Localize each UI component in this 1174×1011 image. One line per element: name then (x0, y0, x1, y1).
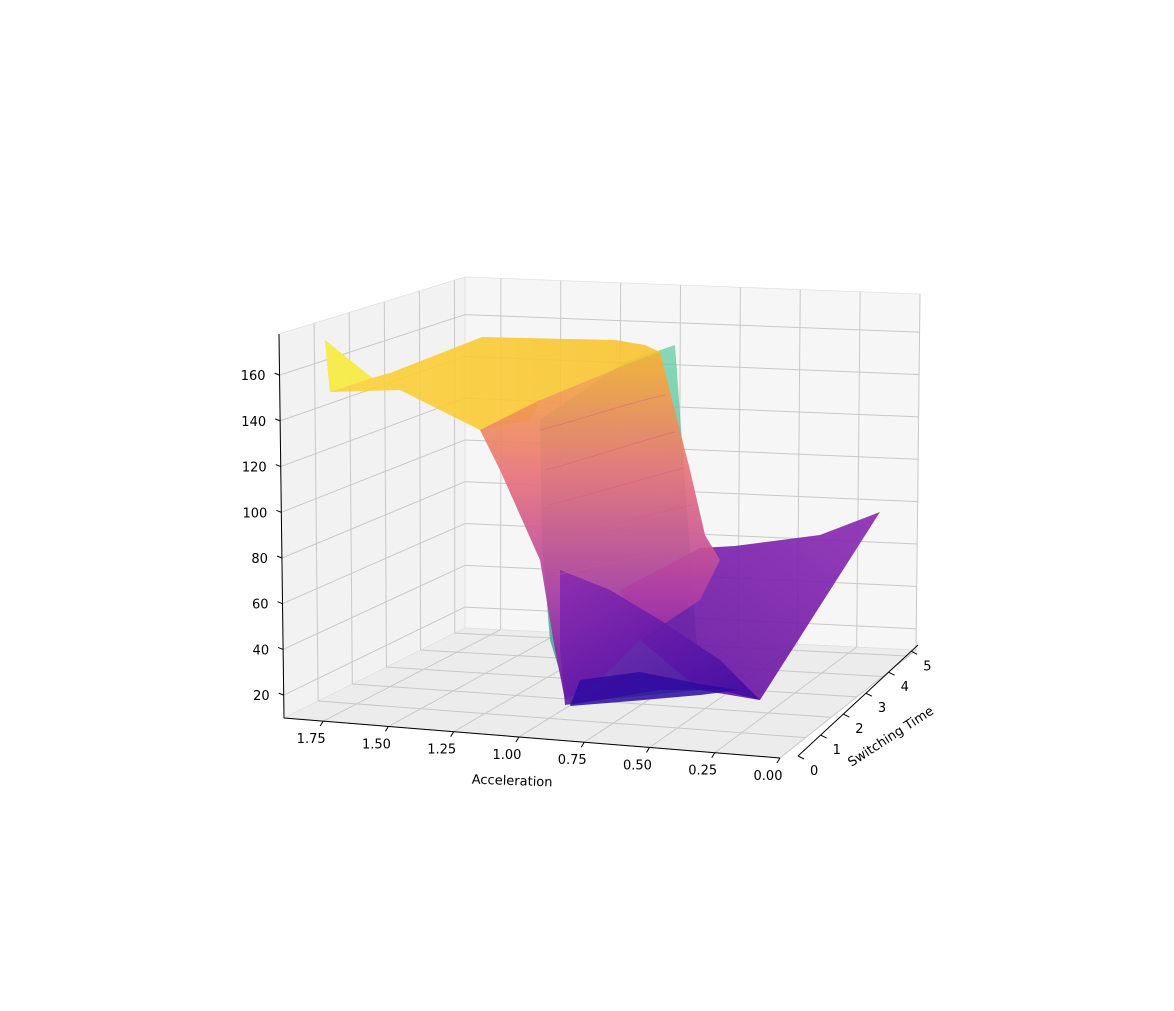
z-tick-mark (275, 464, 281, 468)
x-tick-label: 0.50 (623, 758, 652, 773)
grid-line-acceleration (388, 632, 561, 727)
grid-line-z (280, 397, 466, 468)
z-tick-mark (277, 601, 283, 605)
x-tick-mark (711, 752, 716, 758)
x-tick-mark (515, 736, 520, 743)
grid-line-z (279, 314, 466, 376)
grid-line-switching-time (313, 323, 319, 702)
surface-plateau (325, 337, 660, 430)
grid-line-z (281, 481, 466, 559)
z-tick-mark (276, 555, 283, 559)
surface-plateau-edge (325, 340, 372, 392)
surface-ridges (539, 394, 701, 576)
y-tick-label: 0 (810, 764, 818, 779)
x-tick-mark (450, 731, 455, 737)
z-tick-label: 120 (242, 461, 267, 476)
y-tick-mark (820, 734, 827, 739)
y-tick-mark (865, 692, 873, 697)
surface-slope (480, 352, 720, 700)
z-tick-label: 140 (241, 415, 266, 430)
y-tick-label: 1 (833, 743, 841, 758)
grid-line-z (283, 606, 466, 696)
z-axis-line (278, 333, 285, 719)
x-tick-label: 0.75 (558, 753, 587, 768)
z-tick-label: 100 (242, 506, 267, 521)
grid-line-z (281, 439, 466, 513)
z-tick-label: 60 (252, 598, 269, 613)
grid-line-acceleration (714, 646, 857, 754)
grid-line-z (282, 523, 466, 605)
y-tick-label: 2 (855, 722, 863, 737)
grid-line-switching-time (383, 301, 387, 668)
x-axis-line (283, 717, 781, 759)
y-tick-label: 4 (901, 680, 909, 695)
z-tick-mark (274, 418, 281, 422)
y-tick-label: 3 (878, 701, 886, 716)
y-tick-mark (910, 650, 918, 655)
x-tick-label: 0.25 (688, 764, 717, 779)
z-tick-label: 20 (253, 689, 270, 704)
z-tick-label: 40 (253, 643, 270, 658)
x-tick-mark (319, 720, 324, 727)
x-tick-mark (580, 741, 585, 748)
y-tick-label: 5 (923, 659, 931, 674)
y-axis-line (797, 644, 919, 757)
y-tick-mark (888, 671, 895, 676)
z-tick-label: 160 (241, 369, 266, 384)
z-tick-mark (274, 372, 280, 376)
x-tick-mark (384, 726, 389, 732)
x-tick-label: 0.00 (754, 769, 783, 784)
x-tick-label: 1.00 (492, 748, 521, 763)
grid-line-acceleration (856, 291, 861, 648)
grid-line-z (282, 564, 466, 650)
surfaces (325, 337, 880, 706)
x-tick-mark (646, 747, 650, 753)
x-tick-label: 1.25 (427, 743, 456, 758)
grid-line-switching-time (318, 700, 806, 739)
x-tick-label: 1.75 (297, 732, 326, 747)
y-tick-mark (843, 713, 850, 718)
surface-valley-bottom (570, 672, 740, 706)
x-tick-label: 1.50 (362, 737, 391, 752)
x-tick-mark (776, 757, 781, 764)
z-tick-mark (276, 509, 282, 513)
z-tick-mark (278, 692, 284, 696)
grid-line-acceleration (322, 629, 501, 722)
x-axis-label: Acceleration (471, 773, 552, 791)
z-tick-mark (277, 646, 284, 650)
grid-line-switching-time (418, 290, 422, 651)
z-tick-label: 80 (251, 552, 268, 567)
surface-valley (560, 570, 760, 705)
y-tick-mark (797, 755, 805, 760)
grid-line-z (464, 314, 920, 333)
grid-line-acceleration (915, 293, 921, 651)
